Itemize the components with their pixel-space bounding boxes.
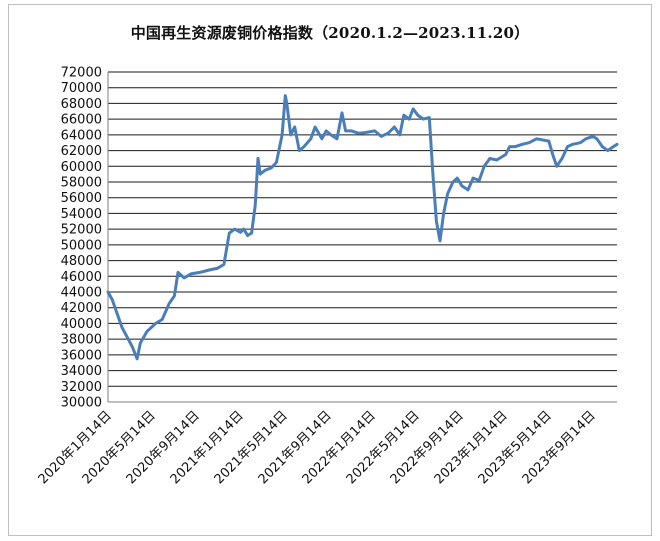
y-tick-label: 70000	[61, 81, 102, 96]
y-tick-label: 52000	[61, 223, 102, 238]
y-tick-label: 30000	[61, 396, 102, 411]
y-tick-label: 38000	[61, 333, 102, 348]
x-tick-label: 2020年1月14日	[36, 408, 115, 487]
y-tick-label: 36000	[61, 348, 102, 363]
y-tick-label: 60000	[61, 160, 102, 175]
y-tick-label: 48000	[61, 254, 102, 269]
y-tick-label: 56000	[61, 191, 102, 206]
y-tick-label: 42000	[61, 301, 102, 316]
y-tick-label: 66000	[61, 113, 102, 128]
y-tick-label: 64000	[61, 128, 102, 143]
y-tick-label: 40000	[61, 317, 102, 332]
y-tick-label: 58000	[61, 176, 102, 191]
y-tick-label: 62000	[61, 144, 102, 159]
chart-title: 中国再生资源废铜价格指数（2020.1.2—2023.11.20）	[130, 24, 530, 42]
y-tick-label: 50000	[61, 238, 102, 253]
y-tick-label: 72000	[61, 66, 102, 81]
y-tick-label: 44000	[61, 286, 102, 301]
y-tick-label: 46000	[61, 270, 102, 285]
y-tick-label: 54000	[61, 207, 102, 222]
y-tick-label: 32000	[61, 380, 102, 395]
series-line	[106, 94, 619, 361]
y-tick-label: 68000	[61, 97, 102, 112]
chart-frame	[8, 4, 652, 536]
y-tick-label: 34000	[61, 364, 102, 379]
